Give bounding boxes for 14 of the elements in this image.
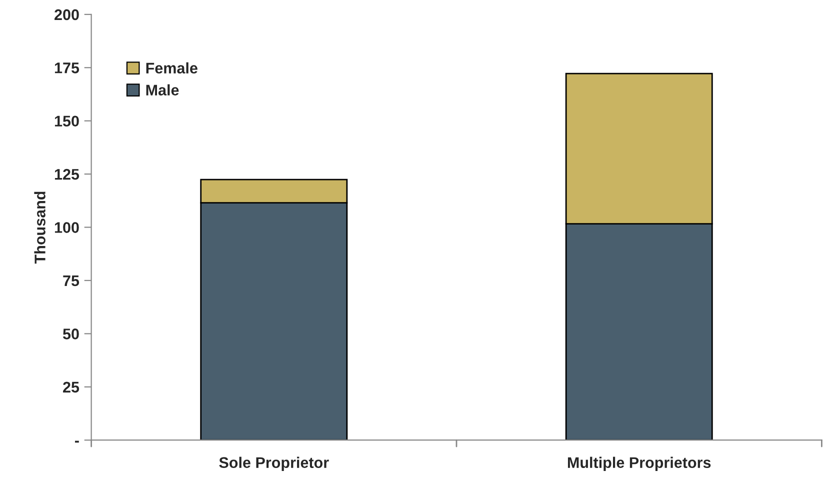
y-tick-label: 150	[54, 116, 79, 127]
x-tick-label: Sole Proprietor	[219, 456, 329, 472]
y-tick-label: 200	[54, 9, 79, 20]
y-tick-label: 175	[54, 62, 80, 74]
y-tick-label: 100	[54, 222, 79, 233]
y-tick-label: 25	[63, 382, 80, 393]
y-axis-title: Thousand	[34, 192, 46, 264]
legend-label: Female	[146, 62, 198, 74]
y-tick-label: 125	[54, 168, 80, 180]
y-tick-label: 50	[62, 328, 79, 340]
y-tick-label: -	[75, 440, 79, 443]
x-tick-label: Multiple Proprietors	[568, 456, 711, 472]
y-tick-label: 75	[63, 276, 80, 286]
legend-label: Male	[146, 84, 179, 96]
